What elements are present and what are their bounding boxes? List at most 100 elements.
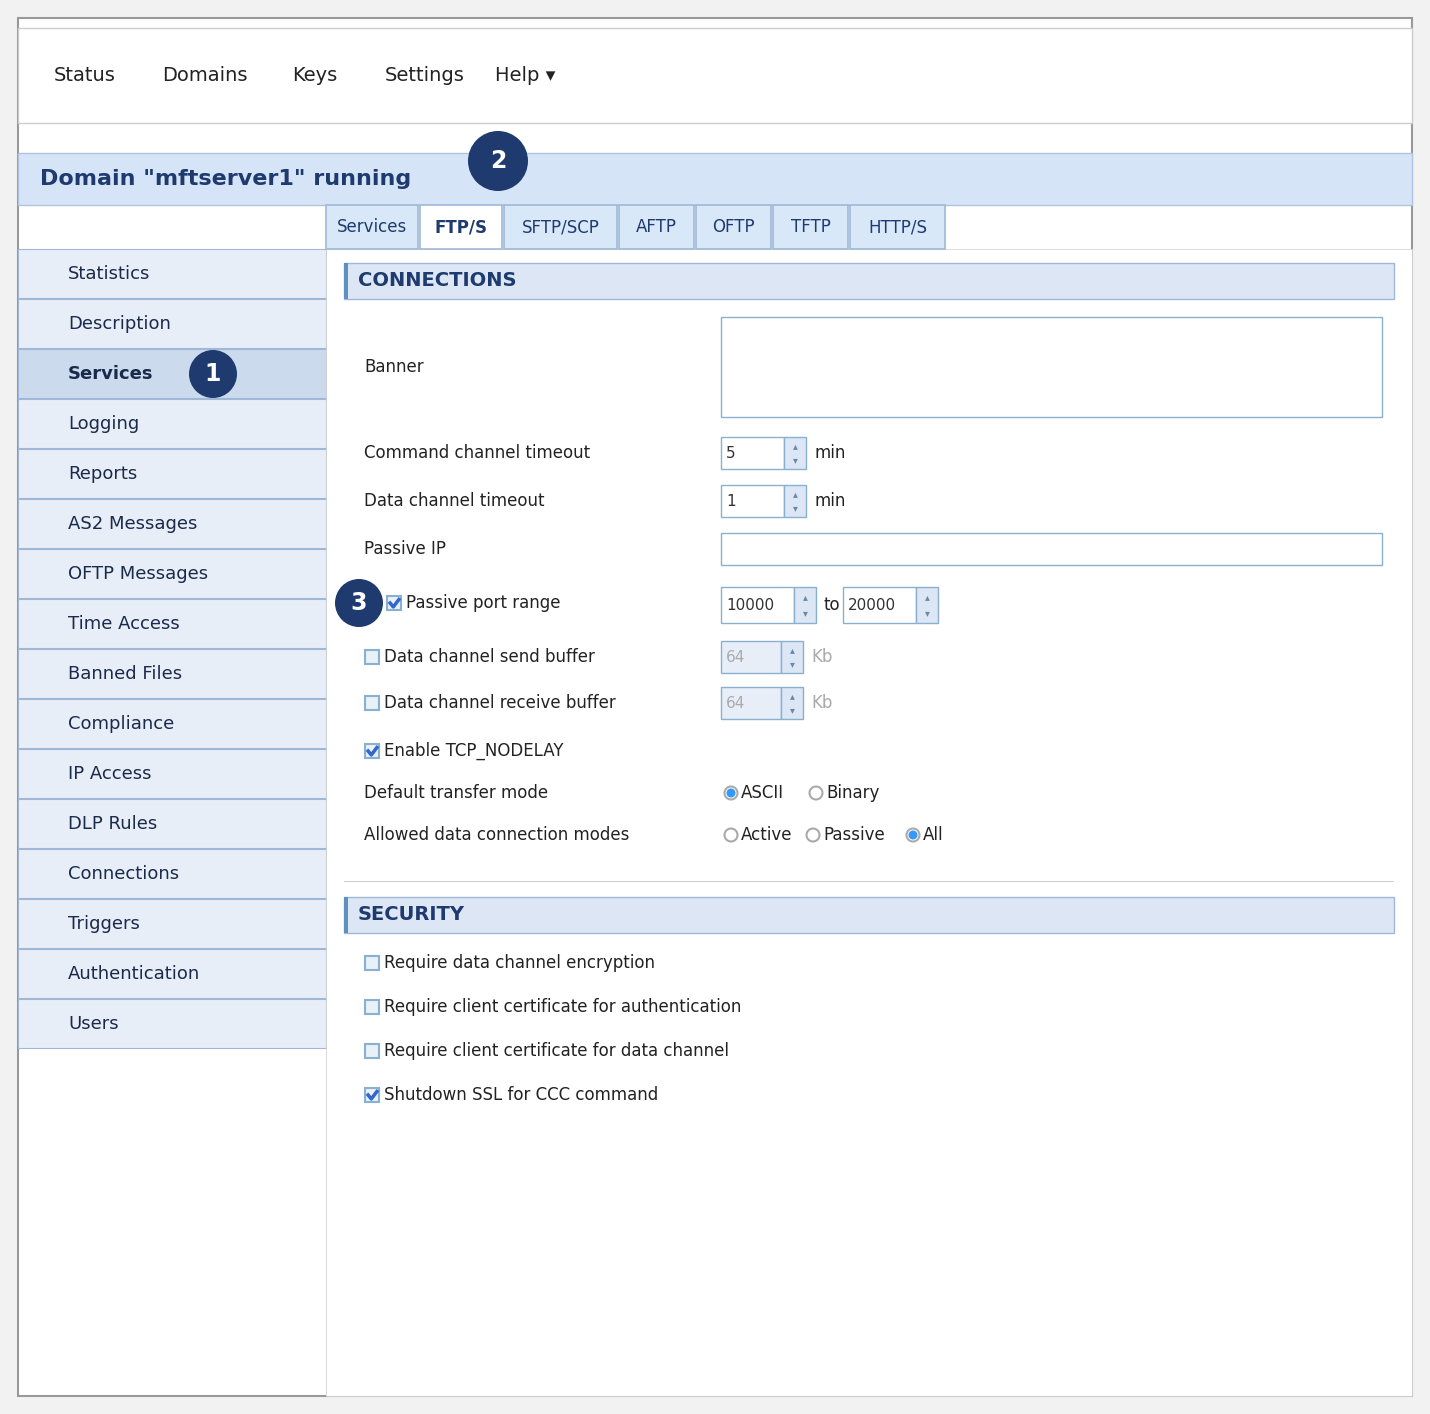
Bar <box>503 205 616 249</box>
Text: Connections: Connections <box>69 865 179 882</box>
Text: CONNECTIONS: CONNECTIONS <box>358 271 516 290</box>
Text: Statistics: Statistics <box>69 264 150 283</box>
Text: 10000: 10000 <box>726 598 774 612</box>
Bar <box>365 1000 379 1014</box>
Text: SECURITY: SECURITY <box>358 905 465 925</box>
Bar <box>917 587 938 624</box>
Text: 20000: 20000 <box>848 598 897 612</box>
Bar <box>696 205 771 249</box>
Bar <box>19 349 326 397</box>
Bar <box>326 249 1411 1396</box>
Text: min: min <box>814 492 845 510</box>
Text: Triggers: Triggers <box>69 915 140 933</box>
Circle shape <box>335 578 383 626</box>
Text: ▾: ▾ <box>802 608 808 618</box>
Bar <box>19 899 326 947</box>
Text: Keys: Keys <box>292 66 337 85</box>
Bar <box>420 205 502 249</box>
Text: Users: Users <box>69 1015 119 1034</box>
Text: ▾: ▾ <box>789 706 795 715</box>
Text: SFTP/SCP: SFTP/SCP <box>522 218 599 236</box>
Bar <box>345 263 347 298</box>
Text: ▴: ▴ <box>802 592 808 602</box>
Text: Default transfer mode: Default transfer mode <box>365 783 548 802</box>
Text: Passive IP: Passive IP <box>365 540 446 559</box>
Bar <box>784 437 807 469</box>
Circle shape <box>807 829 819 841</box>
Bar <box>345 896 347 933</box>
Text: IP Access: IP Access <box>69 765 152 783</box>
Text: Kb: Kb <box>811 694 832 713</box>
Text: ▴: ▴ <box>925 592 930 602</box>
Text: Active: Active <box>741 826 792 844</box>
Bar <box>19 399 326 448</box>
Text: Data channel receive buffer: Data channel receive buffer <box>385 694 616 713</box>
Circle shape <box>189 351 237 397</box>
Text: Require client certificate for authentication: Require client certificate for authentic… <box>385 998 741 1017</box>
Bar <box>721 485 784 518</box>
Bar <box>19 949 326 998</box>
Text: Status: Status <box>54 66 116 85</box>
Bar <box>794 587 817 624</box>
Text: DLP Rules: DLP Rules <box>69 814 157 833</box>
Bar <box>849 205 945 249</box>
Text: Kb: Kb <box>811 648 832 666</box>
Bar <box>19 649 326 699</box>
Bar <box>388 595 400 609</box>
Text: to: to <box>824 595 839 614</box>
Text: 1: 1 <box>726 493 735 509</box>
Bar <box>19 1000 326 1048</box>
Text: ▾: ▾ <box>792 503 798 513</box>
Text: Binary: Binary <box>827 783 879 802</box>
Text: Description: Description <box>69 315 170 334</box>
Circle shape <box>907 829 919 841</box>
Text: ▴: ▴ <box>792 441 798 451</box>
Text: ▾: ▾ <box>792 455 798 465</box>
Bar <box>19 749 326 797</box>
Text: 2: 2 <box>490 148 506 173</box>
Text: AS2 Messages: AS2 Messages <box>69 515 197 533</box>
Text: min: min <box>814 444 845 462</box>
Text: ▴: ▴ <box>789 645 795 655</box>
Text: Domains: Domains <box>162 66 247 85</box>
Text: Passive port range: Passive port range <box>406 594 561 612</box>
Bar <box>19 450 326 498</box>
Circle shape <box>725 829 738 841</box>
Bar <box>365 1087 379 1102</box>
Text: Authentication: Authentication <box>69 964 200 983</box>
Text: ASCII: ASCII <box>741 783 784 802</box>
Text: All: All <box>922 826 944 844</box>
Bar <box>19 848 326 898</box>
Text: 64: 64 <box>726 696 745 710</box>
Bar <box>721 317 1381 417</box>
Text: OFTP Messages: OFTP Messages <box>69 566 209 583</box>
Bar <box>619 205 694 249</box>
Circle shape <box>468 132 528 191</box>
Text: AFTP: AFTP <box>636 218 676 236</box>
Circle shape <box>726 789 735 797</box>
Text: HTTP/S: HTTP/S <box>868 218 927 236</box>
Bar <box>721 587 794 624</box>
Text: Data channel timeout: Data channel timeout <box>365 492 545 510</box>
Text: Banned Files: Banned Files <box>69 665 182 683</box>
Bar <box>365 696 379 710</box>
Bar <box>365 650 379 665</box>
Text: Command channel timeout: Command channel timeout <box>365 444 591 462</box>
Text: ▴: ▴ <box>789 691 795 701</box>
Text: Settings: Settings <box>385 66 465 85</box>
Text: Domain "mftserver1" running: Domain "mftserver1" running <box>40 170 412 189</box>
Text: Help ▾: Help ▾ <box>495 66 555 85</box>
Bar <box>345 263 1394 298</box>
Bar <box>326 205 418 249</box>
Text: Banner: Banner <box>365 358 423 376</box>
Bar <box>19 298 326 348</box>
Circle shape <box>725 786 738 799</box>
Bar <box>345 896 1394 933</box>
Text: Require client certificate for data channel: Require client certificate for data chan… <box>385 1042 729 1060</box>
Bar <box>19 249 326 298</box>
Text: FTP/S: FTP/S <box>435 218 488 236</box>
Text: Enable TCP_NODELAY: Enable TCP_NODELAY <box>385 742 563 761</box>
Bar <box>781 687 804 718</box>
Text: 5: 5 <box>726 445 735 461</box>
Text: 64: 64 <box>726 649 745 665</box>
